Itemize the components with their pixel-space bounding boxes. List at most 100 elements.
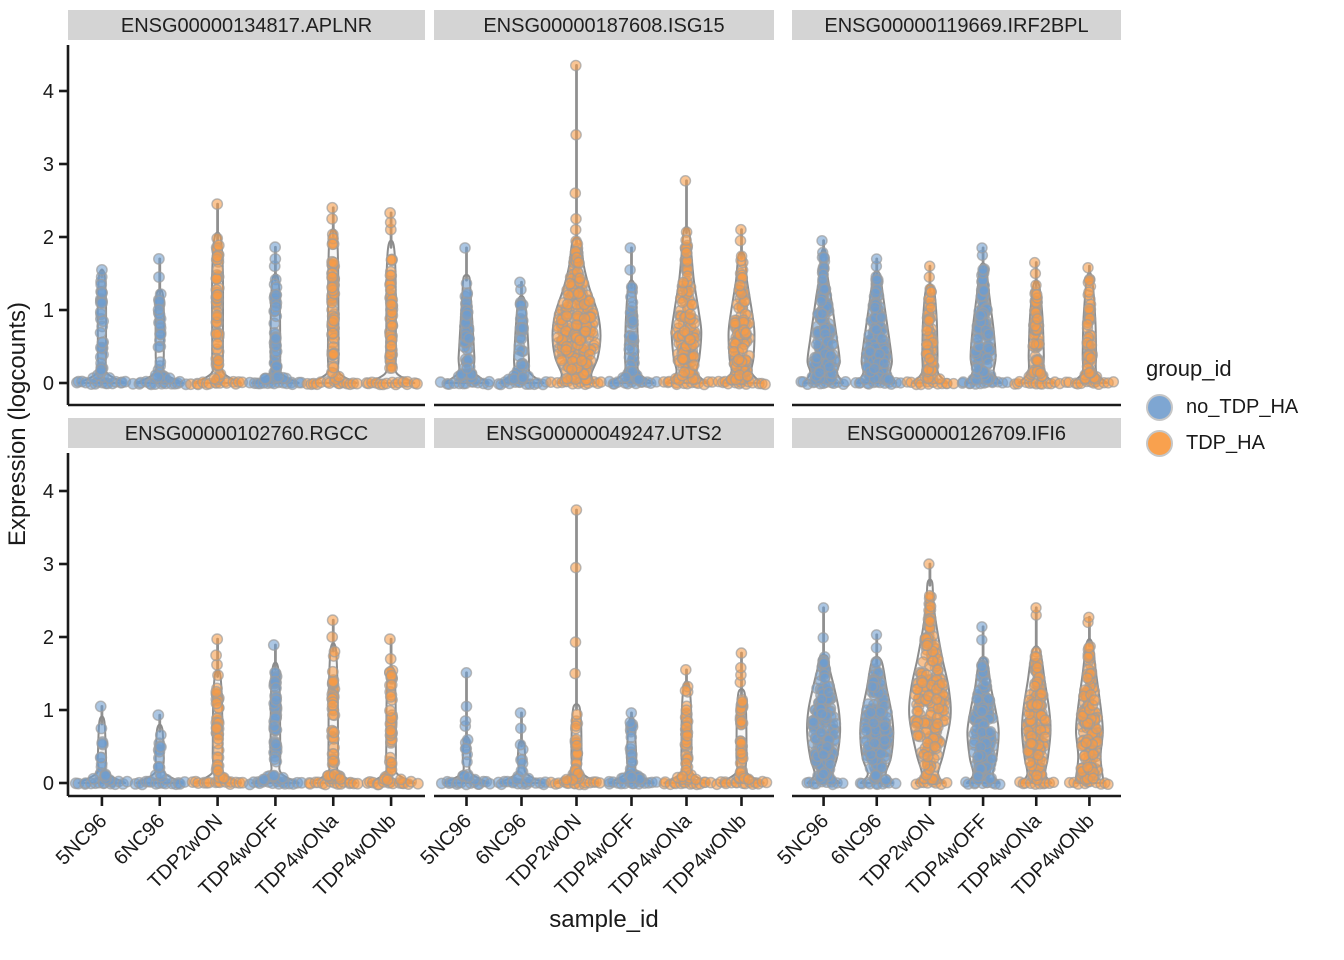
- violin-5NC96: [71, 263, 132, 390]
- data-point: [94, 751, 107, 764]
- data-point: [839, 376, 852, 388]
- data-point: [384, 704, 396, 717]
- facet-strip: [434, 418, 774, 448]
- data-point: [153, 271, 165, 283]
- data-point: [921, 325, 933, 337]
- data-point: [583, 295, 596, 308]
- data-point: [909, 721, 922, 733]
- data-point: [876, 333, 888, 345]
- data-point: [572, 287, 585, 300]
- data-point: [515, 333, 528, 345]
- jitter-points: [301, 201, 363, 391]
- data-point: [741, 370, 754, 382]
- data-point: [326, 708, 339, 721]
- data-point: [994, 778, 1006, 790]
- data-point: [517, 322, 529, 334]
- data-point: [212, 764, 225, 777]
- data-point: [742, 773, 755, 786]
- data-point: [813, 366, 826, 379]
- data-point: [555, 354, 568, 367]
- data-point: [875, 706, 887, 718]
- jitter-points: [184, 198, 249, 391]
- violin-TDP4wONb: [711, 647, 773, 791]
- data-point: [211, 250, 224, 263]
- data-point: [1087, 772, 1099, 784]
- jitter-points: [711, 647, 773, 791]
- data-point: [570, 561, 582, 574]
- data-point: [1085, 339, 1098, 351]
- data-point: [211, 289, 224, 301]
- data-point: [571, 739, 583, 752]
- data-point: [679, 174, 692, 187]
- data-point: [916, 676, 929, 689]
- violin-6NC96: [129, 709, 191, 791]
- data-point: [1039, 714, 1052, 726]
- jitter-points: [1014, 602, 1060, 790]
- facet-title: ENSG00000134817.APLNR: [121, 15, 372, 37]
- data-point: [560, 773, 573, 786]
- data-point: [483, 375, 496, 388]
- data-point: [912, 705, 924, 718]
- data-point: [570, 212, 582, 225]
- data-point: [152, 252, 165, 265]
- data-point: [624, 242, 637, 254]
- data-point: [924, 260, 936, 272]
- violin-TDP4wOFF: [956, 242, 1013, 390]
- data-point: [866, 681, 878, 693]
- data-point: [735, 715, 748, 728]
- jitter-points: [493, 276, 552, 391]
- data-point: [1082, 262, 1094, 274]
- data-point: [688, 359, 700, 371]
- data-point: [514, 276, 526, 289]
- data-point: [386, 362, 398, 374]
- data-point: [625, 707, 638, 719]
- legend-item-tdp-ha: TDP_HA: [1146, 430, 1298, 457]
- data-point: [561, 372, 573, 385]
- jitter-points: [603, 707, 663, 790]
- data-point: [552, 331, 564, 344]
- data-point: [883, 373, 895, 386]
- data-point: [627, 314, 639, 327]
- violin-6NC96: [492, 707, 552, 791]
- facet-title: ENSG00000187608.ISG15: [483, 15, 724, 37]
- data-point: [570, 59, 582, 72]
- data-point: [269, 737, 282, 750]
- data-point: [351, 377, 363, 390]
- data-point: [326, 281, 338, 294]
- facet-title: ENSG00000119669.IRF2BPL: [824, 15, 1088, 37]
- data-point: [385, 298, 397, 311]
- data-point: [211, 263, 224, 276]
- data-point: [870, 253, 883, 265]
- data-point: [1031, 289, 1043, 301]
- violin-TDP4wOFF: [960, 621, 1006, 790]
- y-tick-label: 4: [43, 81, 54, 103]
- violin-TDP4wOFF: [603, 707, 663, 790]
- data-point: [326, 212, 338, 225]
- data-point: [327, 256, 340, 269]
- data-point: [1082, 651, 1094, 664]
- data-point: [579, 325, 592, 338]
- data-point: [259, 372, 271, 385]
- data-point: [929, 741, 941, 753]
- violin-TDP4wONa: [303, 614, 364, 791]
- violin-TDP4wONa: [1009, 256, 1066, 390]
- y-tick-label: 2: [43, 227, 54, 249]
- data-point: [385, 679, 398, 691]
- data-point: [569, 636, 582, 648]
- data-point: [837, 777, 849, 789]
- data-point: [460, 666, 473, 679]
- data-point: [971, 693, 983, 705]
- jitter-points: [545, 59, 607, 391]
- data-point: [394, 773, 407, 786]
- violin-TDP4wONa: [658, 174, 719, 391]
- data-point: [1031, 313, 1044, 325]
- jitter-points: [801, 602, 849, 791]
- data-point: [625, 731, 638, 744]
- data-point: [460, 700, 473, 713]
- y-tick-label: 4: [43, 481, 54, 503]
- data-point: [574, 272, 586, 285]
- data-point: [818, 251, 830, 263]
- data-point: [152, 341, 165, 353]
- data-point: [1102, 778, 1114, 790]
- legend-item-no-tdp-ha: no_TDP_HA: [1146, 394, 1298, 421]
